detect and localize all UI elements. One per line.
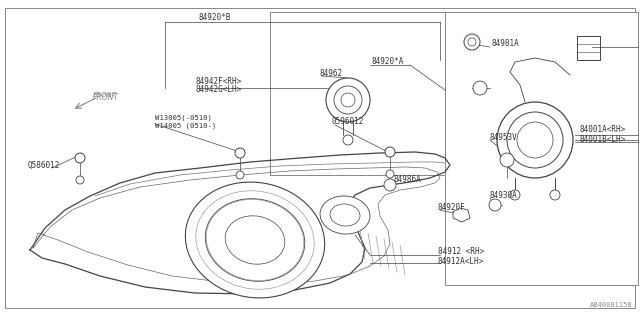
Circle shape [343,135,353,145]
Bar [270,12,445,175]
Text: FRONT: FRONT [93,92,117,98]
Text: W13005(-0510): W13005(-0510) [155,115,212,121]
Circle shape [75,153,85,163]
Text: 84986A: 84986A [393,174,420,183]
Circle shape [386,170,394,178]
Text: 84001A<RH>: 84001A<RH> [580,125,627,134]
Text: FRONT: FRONT [93,93,119,102]
Text: 84981A: 84981A [492,39,520,49]
Circle shape [341,93,355,107]
Circle shape [468,38,476,46]
Circle shape [334,86,362,114]
Circle shape [550,190,560,200]
Text: 84912A<LH>: 84912A<LH> [438,257,484,266]
Circle shape [76,176,84,184]
Circle shape [489,199,501,211]
Text: 84962: 84962 [319,69,342,78]
Text: Q586012: Q586012 [28,161,60,170]
Text: 84920F: 84920F [438,204,466,212]
Text: W14005 (0510-): W14005 (0510-) [155,123,216,129]
Text: 84930A: 84930A [490,191,518,201]
Circle shape [510,190,520,200]
Ellipse shape [225,216,285,264]
Circle shape [236,171,244,179]
Text: 84953V: 84953V [490,133,518,142]
Text: 84912 <RH>: 84912 <RH> [438,247,484,257]
Circle shape [473,81,487,95]
Ellipse shape [320,196,370,234]
Circle shape [235,148,245,158]
Circle shape [385,147,395,157]
Circle shape [326,78,370,122]
Circle shape [500,153,514,167]
Text: A840001158: A840001158 [589,302,632,308]
Text: 84920*B: 84920*B [199,13,231,22]
Circle shape [497,102,573,178]
Circle shape [507,112,563,168]
Bar [445,12,638,285]
Text: 84942G<LH>: 84942G<LH> [196,85,243,94]
Text: 84001B<LH>: 84001B<LH> [580,135,627,145]
Circle shape [517,122,553,158]
Ellipse shape [330,204,360,226]
Text: 84920*A: 84920*A [371,58,403,67]
Ellipse shape [186,182,324,298]
Text: 84942F<RH>: 84942F<RH> [196,77,243,86]
Ellipse shape [205,199,305,281]
Circle shape [464,34,480,50]
Text: 0596012: 0596012 [332,117,364,126]
Circle shape [384,179,396,191]
